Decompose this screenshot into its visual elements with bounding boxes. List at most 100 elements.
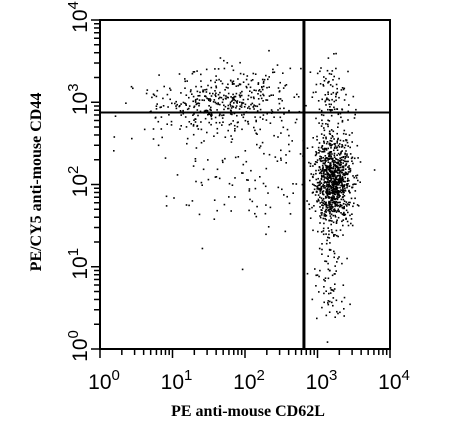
data-point: [334, 205, 336, 208]
data-point: [320, 182, 323, 184]
data-point: [265, 74, 267, 77]
data-point: [316, 139, 318, 141]
data-point: [191, 200, 194, 202]
data-point: [316, 159, 319, 161]
data-point: [320, 109, 323, 112]
data-point: [317, 194, 320, 196]
data-point: [339, 311, 341, 314]
data-point: [328, 200, 330, 203]
data-point: [347, 110, 349, 113]
data-point: [336, 87, 338, 90]
data-point: [324, 158, 327, 160]
data-point: [349, 171, 351, 173]
data-point: [263, 94, 265, 97]
data-point: [342, 191, 344, 193]
data-point: [340, 161, 342, 164]
data-point: [279, 116, 282, 119]
data-point: [329, 215, 332, 217]
data-point: [178, 73, 181, 75]
data-point: [330, 199, 332, 201]
data-point: [234, 156, 237, 159]
data-point: [341, 206, 344, 209]
data-point: [323, 80, 326, 82]
data-point: [328, 173, 331, 176]
data-point: [327, 174, 330, 176]
data-point: [145, 92, 148, 95]
data-point: [348, 190, 350, 193]
data-point: [309, 217, 312, 219]
data-point: [316, 274, 319, 276]
data-point: [343, 211, 345, 214]
data-point: [346, 141, 349, 144]
data-point: [230, 96, 232, 98]
data-point: [320, 175, 323, 177]
data-point: [265, 233, 267, 236]
data-point: [216, 168, 219, 171]
data-point: [343, 99, 346, 101]
data-point: [333, 173, 335, 176]
data-point: [231, 83, 234, 85]
data-point: [170, 124, 173, 126]
data-point: [318, 275, 320, 278]
data-point: [327, 197, 330, 199]
data-point: [322, 85, 325, 87]
data-point: [237, 84, 239, 87]
data-point: [234, 128, 236, 130]
data-point: [241, 114, 243, 116]
data-point: [267, 78, 269, 81]
data-point: [176, 103, 178, 106]
data-point: [344, 168, 347, 170]
data-point: [240, 94, 243, 97]
data-point: [327, 204, 329, 207]
data-point: [324, 210, 326, 213]
data-point: [186, 142, 188, 145]
data-point: [237, 156, 240, 158]
data-point: [347, 171, 350, 173]
data-point: [194, 100, 197, 102]
data-point: [337, 162, 339, 164]
data-point: [239, 96, 242, 98]
data-point: [338, 196, 340, 198]
data-point: [325, 233, 327, 235]
data-point: [245, 85, 248, 88]
data-point: [343, 308, 345, 310]
data-point: [329, 139, 332, 142]
data-point: [241, 268, 244, 271]
data-point: [168, 114, 170, 116]
data-point: [326, 97, 328, 99]
x-axis-title: PE anti-mouse CD62L: [171, 403, 325, 420]
data-point: [327, 168, 330, 171]
data-point: [292, 183, 294, 185]
data-point: [270, 109, 273, 111]
data-point: [253, 97, 255, 100]
data-point: [342, 193, 344, 196]
data-point: [333, 149, 335, 152]
data-point: [279, 81, 281, 84]
data-point: [266, 99, 269, 101]
data-point: [346, 173, 349, 176]
data-point: [326, 194, 329, 196]
data-point: [152, 138, 155, 140]
data-point: [198, 104, 200, 107]
data-point: [254, 187, 257, 190]
data-point: [188, 105, 191, 107]
data-point: [323, 142, 325, 144]
data-point: [313, 205, 315, 207]
data-point: [342, 166, 344, 169]
data-point: [227, 83, 229, 86]
data-point: [188, 107, 190, 110]
data-point: [244, 119, 247, 122]
data-point: [233, 102, 235, 104]
data-point: [327, 227, 329, 229]
data-point: [352, 162, 354, 165]
data-point: [225, 98, 227, 100]
data-point: [327, 82, 329, 84]
data-point: [312, 137, 314, 139]
data-point: [186, 137, 189, 140]
data-point: [320, 125, 323, 127]
data-point: [343, 87, 346, 90]
data-point: [230, 107, 233, 109]
data-point: [315, 169, 317, 172]
data-point: [236, 121, 239, 124]
data-point: [341, 119, 344, 122]
